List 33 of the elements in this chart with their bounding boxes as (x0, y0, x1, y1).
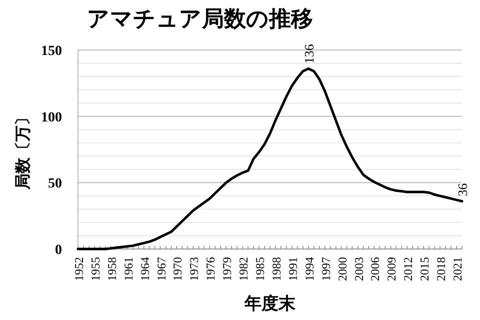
x-tick-label: 1955 (88, 257, 102, 281)
x-tick-label: 1967 (154, 257, 168, 281)
x-tick-label: 2021 (450, 257, 465, 281)
x-tick-label: 1970 (170, 257, 185, 281)
data-label: 136 (301, 44, 316, 64)
x-tick-label: 1985 (253, 257, 268, 281)
x-tick-label: 1964 (138, 257, 152, 281)
x-tick-label: 2006 (368, 257, 382, 281)
y-tick-label: 50 (48, 176, 62, 192)
data-label: 36 (455, 182, 470, 196)
y-tick-label: 0 (55, 243, 62, 258)
x-tick-label: 2018 (434, 257, 448, 281)
x-tick-label: 1979 (220, 257, 234, 281)
x-tick-label: 2000 (335, 257, 350, 281)
x-tick-label: 1997 (318, 257, 333, 281)
y-tick-label: 150 (41, 44, 62, 59)
y-tick-label: 100 (41, 110, 62, 126)
x-tick-label: 1958 (104, 257, 119, 281)
x-tick-label: 1976 (204, 257, 218, 281)
x-tick-label: 1991 (286, 257, 300, 281)
y-axis-title: 局数〔万〕 (14, 110, 32, 190)
x-axis-title: 年度末 (244, 294, 296, 313)
x-tick-label: 2009 (384, 257, 399, 281)
x-tick-label: 1961 (121, 257, 136, 281)
x-tick-label: 1982 (236, 257, 251, 281)
chart-title: アマチュア局数の推移 (87, 6, 313, 31)
x-tick-label: 1973 (187, 257, 202, 281)
x-tick-label: 2012 (401, 257, 416, 281)
x-tick-label: 1952 (72, 257, 86, 281)
x-tick-label: 2015 (418, 257, 432, 281)
x-tick-label: 2003 (352, 257, 366, 281)
x-tick-label: 1994 (302, 257, 316, 281)
x-tick-label: 1988 (269, 257, 284, 281)
